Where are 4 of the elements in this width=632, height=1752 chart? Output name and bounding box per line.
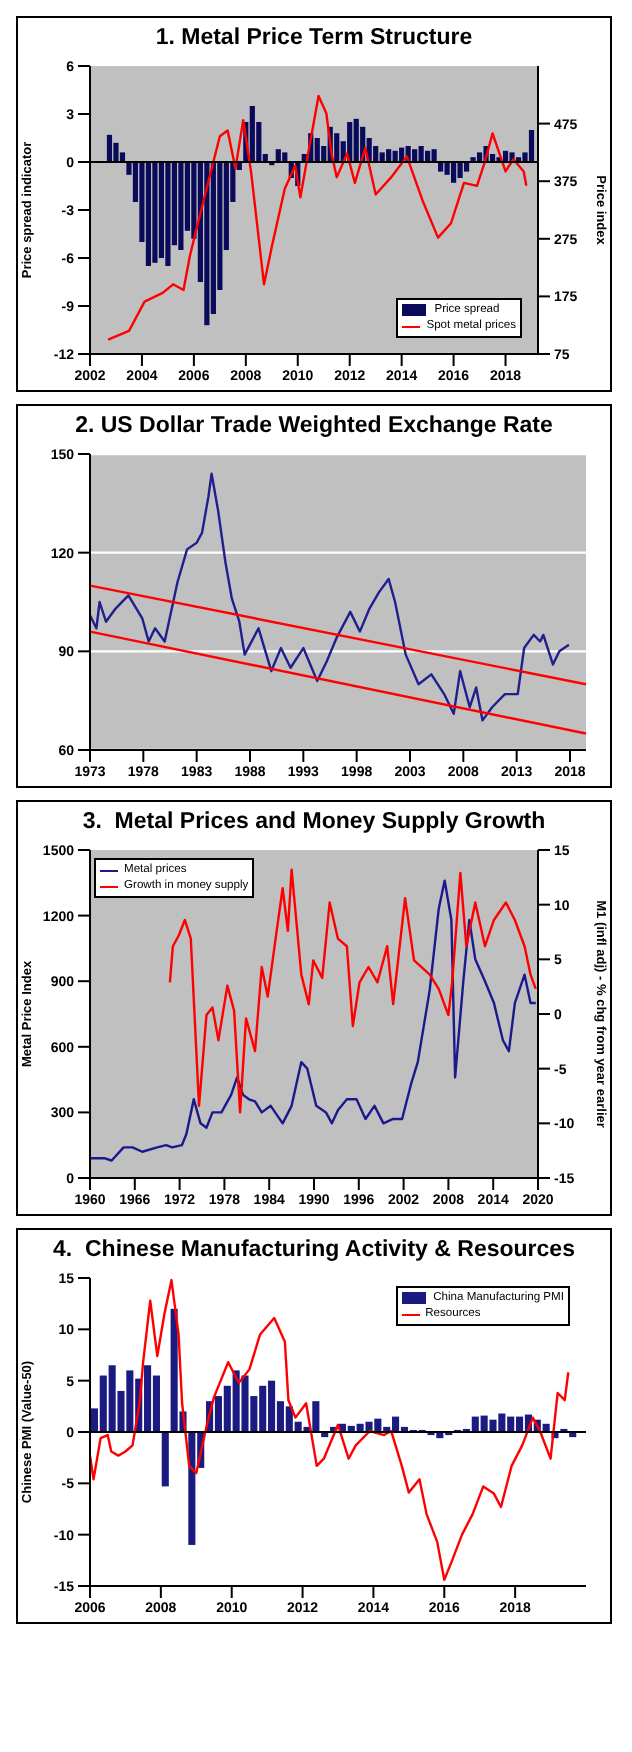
chart-title: 1. Metal Price Term Structure xyxy=(153,24,475,50)
chart-title: 3. Metal Prices and Money Supply Growth xyxy=(80,808,548,834)
chart-title: 2. US Dollar Trade Weighted Exchange Rate xyxy=(73,412,555,438)
chart-title: 4. Chinese Manufacturing Activity & Resources xyxy=(51,1236,577,1262)
